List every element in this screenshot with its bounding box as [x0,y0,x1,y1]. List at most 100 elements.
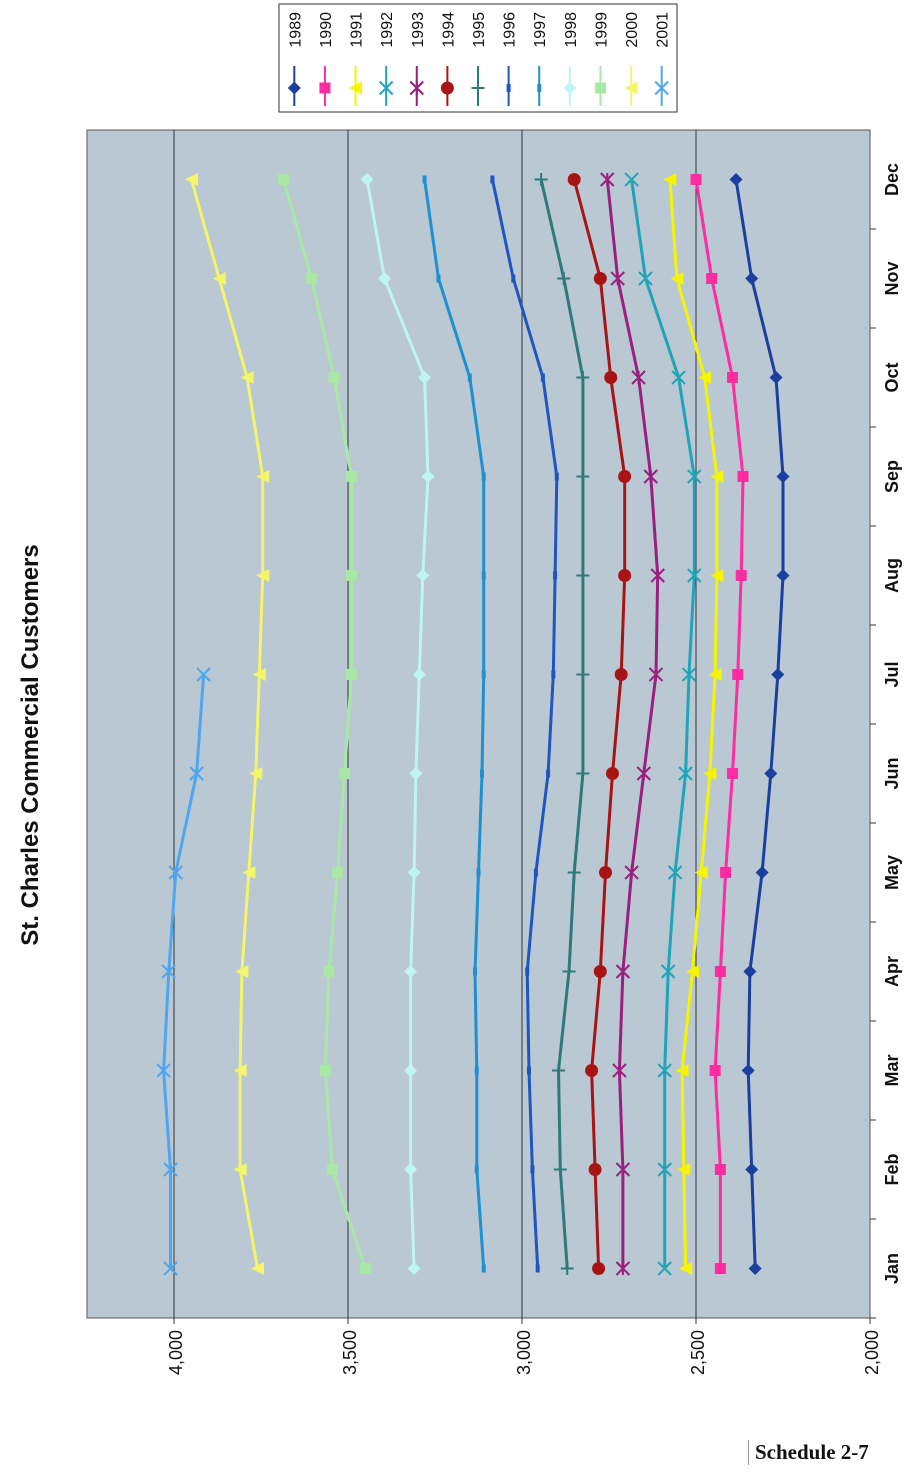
y-tick-label: 2,500 [688,1330,708,1375]
data-point [708,668,722,681]
y-tick-label: 3,000 [514,1330,534,1375]
series-1999 [278,174,371,1274]
data-point [679,1262,693,1275]
legend-marker [506,84,511,92]
legend-marker [563,81,577,95]
data-point [618,470,632,483]
x-tick-label: Apr [882,956,902,987]
legend-label: 1992 [379,12,396,48]
data-point [638,271,653,286]
data-point [212,272,226,285]
data-point [710,470,724,483]
data-point [422,175,427,184]
data-point [533,868,538,877]
data-point [748,1262,762,1275]
data-point [663,173,677,186]
x-tick-label: Sep [882,460,902,493]
data-point [407,866,421,879]
series-line [734,179,785,1269]
series-line [282,179,367,1269]
data-point [332,867,344,878]
data-point [552,1064,566,1077]
data-point [714,966,726,977]
data-point [678,766,693,781]
legend-marker [654,80,669,96]
data-point [588,1163,602,1176]
series-line [490,179,559,1269]
data-point [242,866,256,879]
legend-marker [594,82,606,94]
x-tick-label: Jun [882,757,902,789]
data-point [511,274,516,283]
data-point [161,964,176,979]
data-point [305,273,317,284]
series-line [605,179,660,1269]
series-group [156,172,790,1276]
data-point [560,1262,574,1275]
data-point [690,174,702,185]
legend-label: 1989 [287,12,304,48]
data-point [650,568,665,583]
series-line [189,179,265,1269]
data-point [567,866,581,879]
data-point [233,1064,247,1077]
data-point [233,1163,247,1176]
data-point [703,767,717,780]
data-point [624,865,639,880]
series-1992 [624,172,702,1276]
data-point [615,1162,631,1177]
data-point [727,372,739,383]
data-point [764,767,778,780]
data-point [732,669,744,680]
data-point [600,172,615,187]
y-tick-label: 3,500 [340,1330,360,1375]
data-point [156,1063,171,1078]
data-point [567,173,581,186]
data-point [624,172,639,187]
data-point [359,1263,371,1274]
legend-marker [537,84,542,92]
data-point [345,570,357,581]
series-1991 [663,173,724,1275]
data-point [562,965,576,978]
data-point [710,569,724,582]
series-line [572,179,627,1269]
data-point [687,469,702,484]
data-point [378,272,392,285]
x-tick-label: Jul [882,661,902,687]
data-point [163,1162,178,1177]
data-point [251,1262,265,1275]
legend-label: 1997 [532,12,549,48]
data-point [681,667,697,682]
data-point [473,967,478,976]
legend-marker [319,82,331,94]
legend-label: 1999 [593,12,610,48]
data-point [593,965,607,978]
data-point [720,867,732,878]
data-point [526,1066,531,1075]
legend-label: 1993 [410,12,427,48]
title-group: St. Charles Commercial Customers [17,544,44,945]
data-point [467,373,472,382]
data-point [599,866,613,879]
data-point [610,271,625,286]
data-point [648,667,664,682]
data-point [474,1066,479,1075]
data-point [416,569,430,582]
series-line [365,179,430,1269]
data-point [614,668,628,681]
legend-marker [409,80,424,96]
data-point [657,1261,672,1276]
data-point [576,470,590,483]
data-point [671,370,686,385]
data-point [585,1064,599,1077]
data-point [677,1163,691,1176]
data-point [576,668,590,681]
series-line [630,179,696,1269]
series-1998 [360,173,435,1275]
data-point [604,371,618,384]
data-point [576,371,590,384]
data-point [404,965,418,978]
data-point [554,472,559,481]
data-point [436,274,441,283]
